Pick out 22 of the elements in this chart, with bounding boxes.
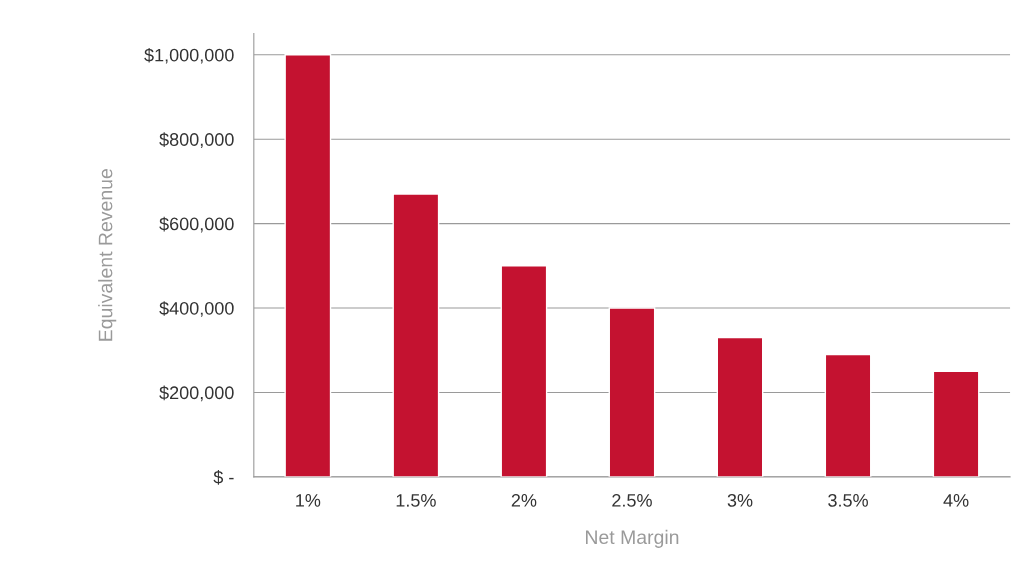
x-tick-label: 1.5%: [396, 494, 436, 507]
x-tick-label: 1%: [296, 494, 321, 507]
bar: [824, 353, 872, 477]
bar: [500, 265, 548, 477]
x-tick-label: 3.5%: [828, 493, 868, 507]
x-axis-title: Net Margin: [586, 529, 679, 548]
x-tick-label: 2%: [511, 493, 537, 507]
x-tick-label: 2.5%: [612, 493, 652, 507]
bar: [608, 307, 656, 477]
y-tick-label: $400,000: [159, 301, 234, 317]
y-tick-label: $600,000: [159, 216, 234, 233]
bar: [284, 54, 332, 477]
y-tick-label: $ -: [213, 470, 234, 485]
x-tick-label: 4%: [943, 494, 969, 507]
y-tick-label: $1,000,000: [144, 47, 234, 64]
bar: [392, 193, 440, 477]
bar: [932, 370, 980, 477]
y-axis-title: Equivalent Revenue: [98, 169, 117, 341]
bar: [716, 336, 764, 477]
y-tick-label: $800,000: [159, 132, 234, 149]
y-tick-label: $200,000: [159, 385, 234, 402]
x-tick-label: 3%: [727, 493, 753, 507]
